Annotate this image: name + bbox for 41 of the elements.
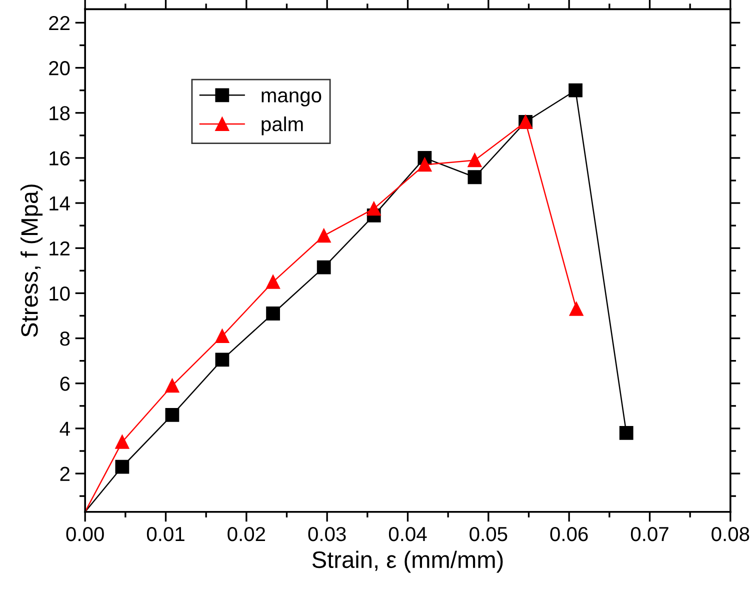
x-tick-label: 0.00: [66, 526, 104, 542]
y-tick-label: 8: [60, 332, 70, 346]
point: [266, 274, 280, 289]
point: [115, 435, 130, 449]
point: [165, 378, 180, 393]
legend-label: palm: [262, 116, 303, 136]
x-tick-label: 0.03: [308, 526, 346, 542]
x-tick-label: 0.04: [388, 526, 427, 542]
point: [266, 306, 280, 320]
point: [366, 202, 381, 216]
x-tick-label: 0.02: [228, 526, 266, 542]
x-axis-title: Strain, ε (mm/mm): [312, 550, 503, 573]
y-tick-label: 2: [60, 466, 70, 481]
point: [115, 460, 130, 474]
point: [316, 228, 331, 243]
x-tick-label: 0.07: [630, 526, 668, 542]
point: [619, 426, 634, 440]
y-tick-label: 20: [49, 61, 70, 76]
x-tick-label: 0.08: [712, 526, 750, 542]
x-tick-label: 0.01: [146, 526, 184, 542]
y-tick-label: 14: [50, 196, 70, 210]
y-tick-label: 4: [60, 422, 70, 436]
y-tick-label: 22: [49, 16, 70, 30]
point: [215, 329, 230, 343]
point: [569, 302, 584, 316]
y-tick-label: 10: [50, 286, 70, 301]
point: [468, 170, 482, 184]
y-axis-title: Stress, f (Mpa): [20, 184, 43, 337]
point: [316, 260, 331, 274]
point: [165, 408, 180, 422]
point: [568, 83, 582, 98]
y-tick-label: 12: [50, 241, 70, 256]
x-tick-label: 0.05: [470, 526, 508, 542]
legend-label: mango: [262, 91, 322, 106]
x-tick-label: 0.06: [550, 526, 588, 542]
point: [468, 153, 482, 168]
point: [418, 158, 432, 172]
y-tick-label: 6: [60, 376, 70, 391]
y-tick-label: 16: [50, 151, 70, 166]
point: [215, 352, 230, 367]
y-tick-label: 18: [50, 106, 70, 120]
